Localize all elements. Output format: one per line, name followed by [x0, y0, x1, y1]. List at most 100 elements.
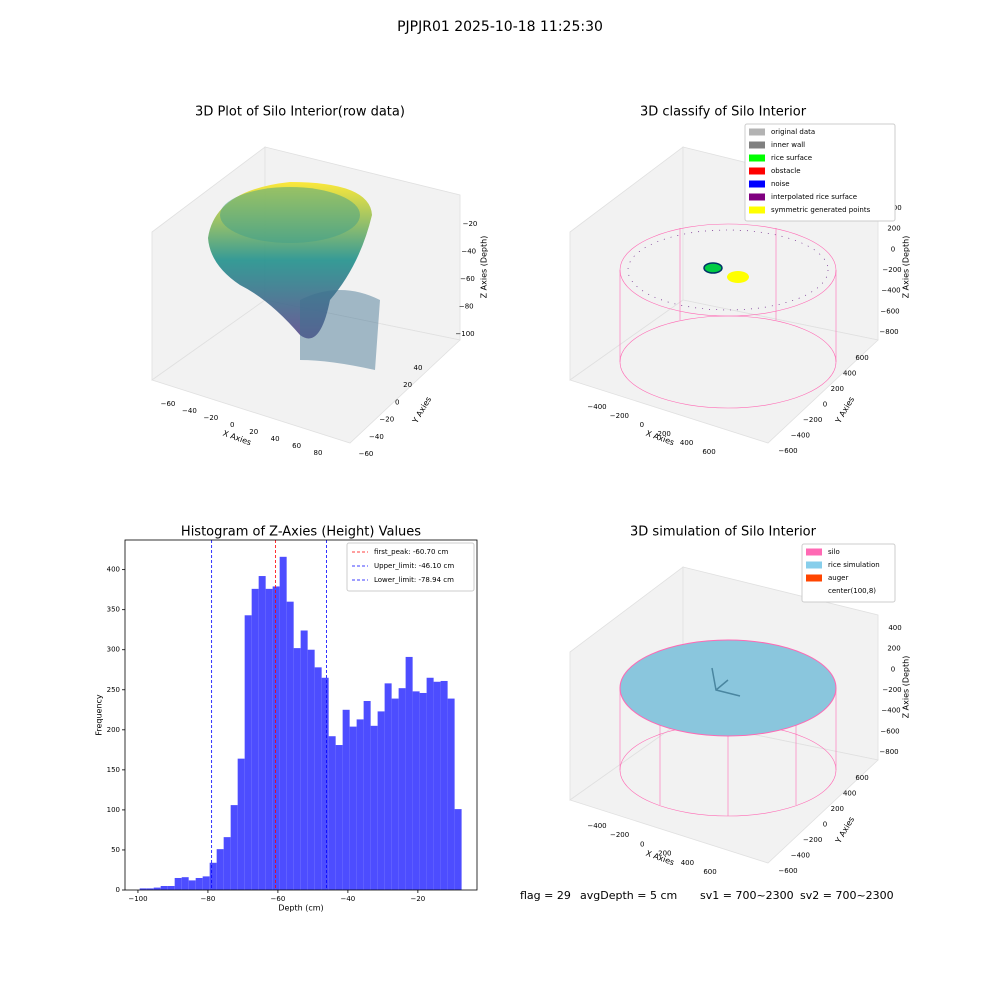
x-tick-label: 20: [249, 428, 258, 436]
footer-text: sv1 = 700~2300: [700, 889, 794, 902]
bar: [356, 719, 364, 890]
y-tick-label: −400: [791, 432, 810, 440]
legend-label: Upper_limit: -46.10 cm: [374, 562, 454, 570]
legend-swatch: [749, 167, 765, 175]
chart-title: 3D Plot of Silo Interior(row data): [195, 105, 405, 120]
legend-swatch: [749, 141, 765, 149]
z-tick-label: −600: [880, 307, 899, 315]
bar: [384, 683, 392, 890]
x-tick-label: 0: [230, 421, 234, 429]
bar: [426, 677, 434, 890]
z-tick-label: −100: [455, 330, 474, 338]
bar: [321, 677, 329, 890]
z-tick-label: −600: [880, 727, 899, 735]
x-tick-label: −400: [587, 822, 606, 830]
chart-title: 3D simulation of Silo Interior: [630, 525, 817, 540]
bar: [454, 809, 462, 890]
legend-label: Lower_limit: -78.94 cm: [374, 576, 454, 584]
x-tick-label: 200: [658, 850, 671, 858]
x-tick-label: −60: [161, 400, 176, 408]
bar: [398, 688, 406, 890]
bar: [370, 725, 378, 890]
bar: [195, 877, 203, 890]
y-axis-label: Y Axies: [833, 815, 856, 845]
legend-box: [346, 542, 475, 592]
z-tick-label: −20: [463, 220, 478, 228]
legend-swatch: [749, 154, 765, 162]
y-tick-label: 0: [395, 398, 399, 406]
y-tick-label: 200: [831, 385, 844, 393]
x-tick-label: −40: [182, 407, 197, 415]
z-axis-label: Z Axies (Depth): [902, 236, 911, 299]
z-tick-label: −400: [881, 287, 900, 295]
bar: [391, 698, 399, 890]
legend-label: interpolated rice surface: [771, 193, 857, 201]
legend-label: inner wall: [771, 141, 805, 149]
y-tick-label: 200: [107, 726, 120, 734]
bar: [167, 885, 175, 890]
x-tick-label: −20: [203, 414, 218, 422]
bar: [181, 877, 189, 890]
suptitle: PJPJR01 2025-10-18 11:25:30: [397, 19, 603, 35]
x-tick-label: 200: [658, 430, 671, 438]
x-tick-label: −40: [340, 895, 355, 903]
y-tick-label: 100: [107, 806, 120, 814]
x-tick-label: −60: [271, 895, 286, 903]
x-tick-label: 0: [640, 421, 644, 429]
bar: [216, 849, 224, 890]
bar: [139, 888, 147, 890]
legend-label: first_peak: -60.70 cm: [374, 548, 448, 556]
y-tick-label: 300: [107, 646, 120, 654]
y-tick-label: 200: [831, 805, 844, 813]
legend-swatch: [806, 548, 822, 556]
y-tick-label: 40: [414, 364, 423, 372]
y-tick-label: −600: [778, 447, 797, 455]
z-axis-label: Z Axies (Depth): [902, 656, 911, 719]
y-tick-label: 50: [111, 846, 120, 854]
x-tick-label: 400: [680, 439, 693, 447]
legend-label: silo: [828, 548, 840, 556]
y-tick-label: −200: [803, 416, 822, 424]
y-tick-label: 20: [403, 381, 412, 389]
bar: [300, 630, 308, 890]
x-axis-label: X Axies: [222, 429, 253, 448]
bar: [314, 667, 322, 890]
bar: [433, 681, 441, 890]
z-axis-label: Z Axies (Depth): [480, 236, 489, 299]
y-tick-label: −40: [369, 433, 384, 441]
bar: [251, 588, 259, 890]
bar: [244, 615, 252, 890]
bar: [279, 556, 287, 890]
x-tick-label: −200: [610, 412, 629, 420]
y-tick-label: 600: [855, 774, 868, 782]
panel-4-panes: [569, 566, 879, 864]
y-tick-label: 150: [107, 766, 120, 774]
y-tick-label: 0: [116, 886, 120, 894]
y-tick-label: −600: [778, 867, 797, 875]
bar: [188, 880, 196, 890]
bar: [160, 885, 168, 890]
y-tick-label: −400: [791, 852, 810, 860]
x-tick-label: 40: [271, 435, 280, 443]
y-tick-label: 400: [843, 790, 856, 798]
z-tick-label: −800: [879, 748, 898, 756]
x-tick-label: −200: [610, 831, 629, 839]
bar: [146, 888, 154, 890]
z-tick-label: 0: [891, 665, 895, 673]
bar: [230, 805, 238, 890]
y-axis-label: Frequency: [95, 694, 104, 736]
x-axis-label: Depth (cm): [278, 904, 323, 913]
bar: [342, 709, 350, 890]
x-tick-label: −400: [587, 403, 606, 411]
legend-swatch: [749, 128, 765, 136]
bar: [328, 736, 336, 890]
z-tick-label: −800: [879, 328, 898, 336]
bar: [265, 588, 273, 890]
bar: [153, 887, 161, 890]
x-tick-label: 60: [292, 442, 301, 450]
z-tick-label: −80: [459, 303, 474, 311]
x-tick-label: −80: [201, 895, 216, 903]
bar: [258, 576, 266, 890]
z-tick-label: 200: [887, 645, 900, 653]
x-tick-label: 600: [703, 868, 716, 876]
